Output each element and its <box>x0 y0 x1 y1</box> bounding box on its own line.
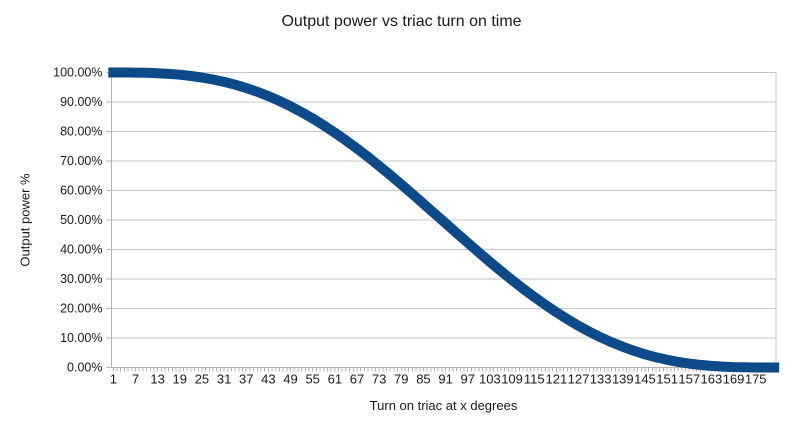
y-tick-label: 30.00% <box>60 272 102 286</box>
x-tick-label: 97 <box>461 372 475 387</box>
x-tick-label: 91 <box>438 372 452 387</box>
x-tick-label: 55 <box>305 372 319 387</box>
x-tick-label: 7 <box>132 372 139 387</box>
y-tick-label: 10.00% <box>60 331 102 345</box>
y-tick-label: 50.00% <box>60 213 102 227</box>
x-tick-label: 139 <box>612 372 634 387</box>
chart-title: Output power vs triac turn on time <box>281 13 522 30</box>
y-tick-label: 70.00% <box>60 154 102 168</box>
x-tick-label: 109 <box>501 372 523 387</box>
x-tick-label: 103 <box>479 372 501 387</box>
x-tick-label: 133 <box>590 372 612 387</box>
x-tick-label: 115 <box>524 372 545 387</box>
x-tick-label: 37 <box>239 372 253 387</box>
x-tick-label: 163 <box>701 372 723 387</box>
x-tick-label: 145 <box>634 372 656 387</box>
y-tick-label: 40.00% <box>60 243 102 257</box>
x-tick-label: 43 <box>261 372 275 387</box>
x-axis-title: Turn on triac at x degrees <box>369 398 518 413</box>
x-tick-label: 19 <box>173 372 187 387</box>
x-tick-label: 61 <box>328 372 342 387</box>
y-tick-label: 80.00% <box>60 125 102 139</box>
x-tick-label: 157 <box>678 372 700 387</box>
series-output-power <box>108 67 780 373</box>
x-tick-label: 121 <box>545 372 567 387</box>
y-tick-label: 0.00% <box>67 361 102 375</box>
y-tick-label: 20.00% <box>60 302 102 316</box>
x-tick-label: 13 <box>150 372 164 387</box>
x-tick-label: 127 <box>568 372 590 387</box>
y-tick-label: 90.00% <box>60 95 102 109</box>
x-tick-label: 25 <box>195 372 209 387</box>
x-tick-label: 31 <box>217 372 231 387</box>
y-tick-label: 60.00% <box>60 184 102 198</box>
x-tick-label: 67 <box>350 372 364 387</box>
y-tick-label: 100.00% <box>53 66 102 80</box>
x-tick-label: 49 <box>283 372 297 387</box>
x-tick-label: 1 <box>110 372 117 387</box>
x-tick-label: 175 <box>745 372 767 387</box>
x-tick-label: 85 <box>416 372 430 387</box>
x-tick-label: 151 <box>656 372 678 387</box>
x-tick-label: 79 <box>394 372 408 387</box>
x-tick-label: 73 <box>372 372 386 387</box>
y-axis-title: Output power % <box>17 173 33 267</box>
x-tick-label: 169 <box>723 372 745 387</box>
